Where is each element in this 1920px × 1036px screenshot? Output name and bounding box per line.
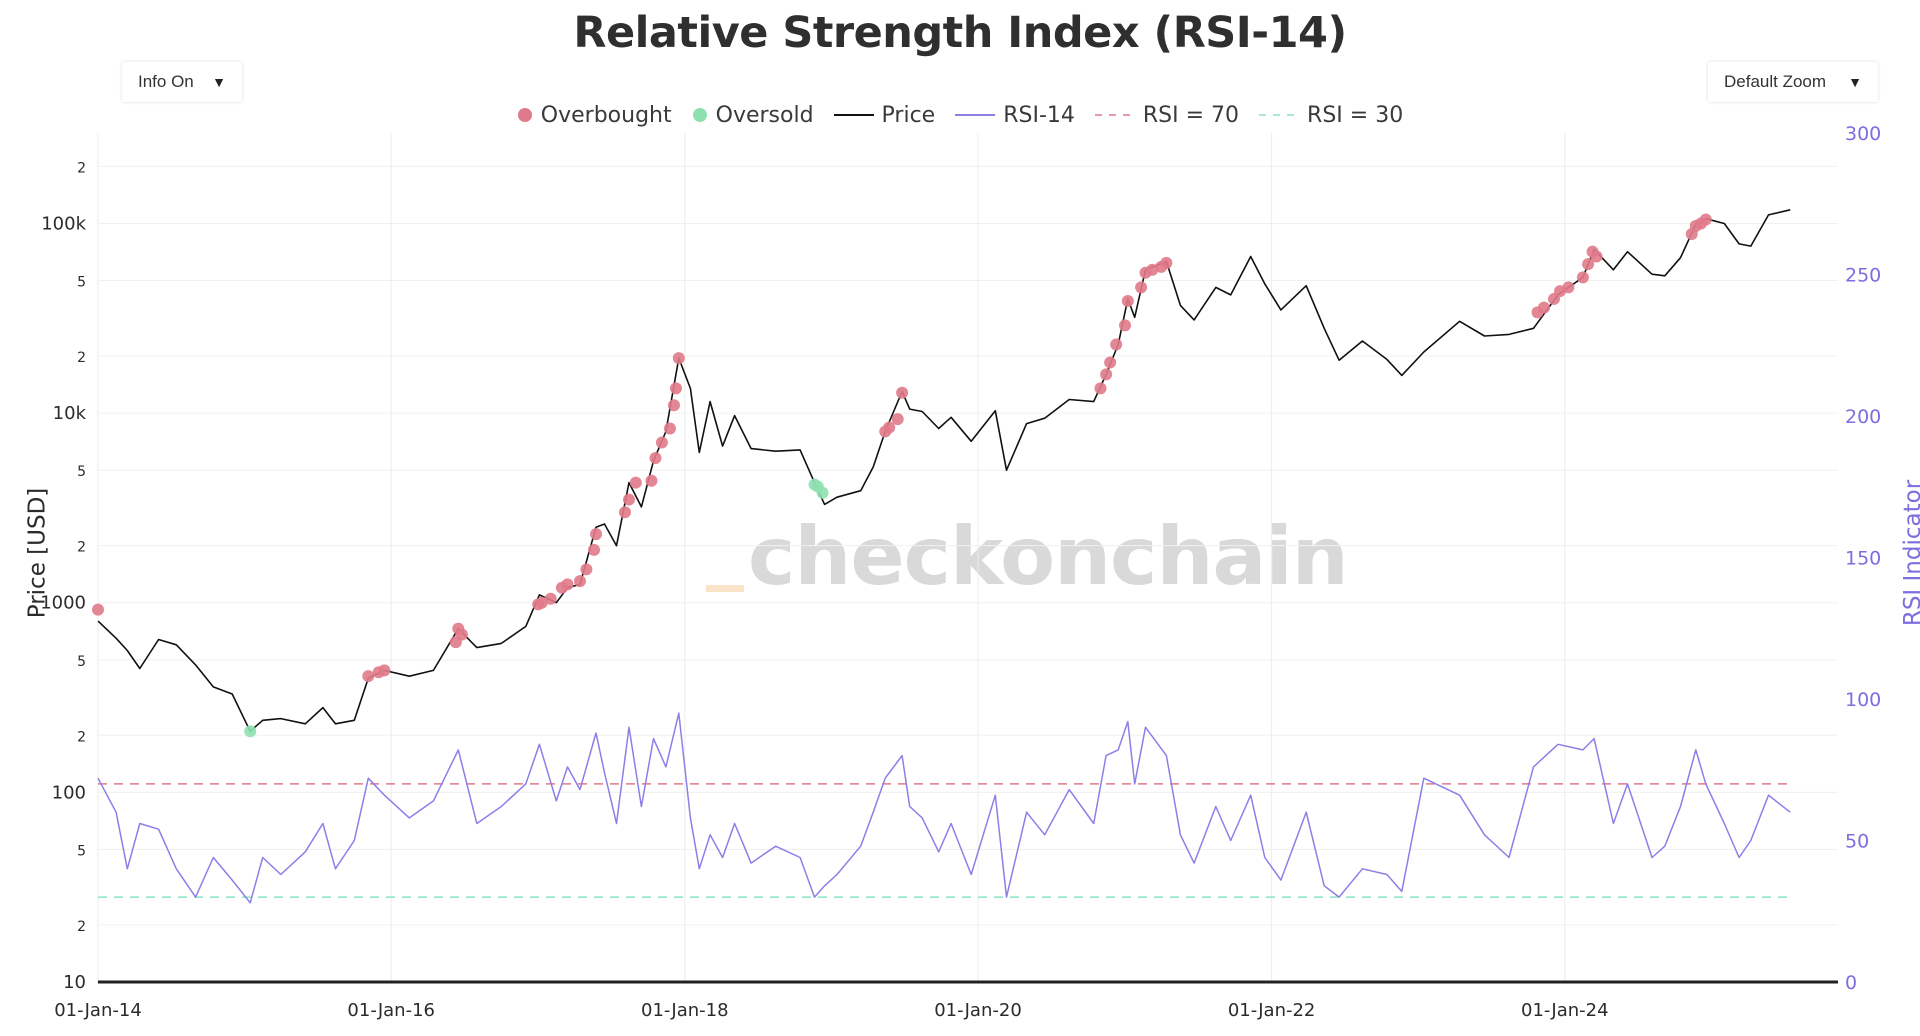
- legend-item[interactable]: RSI = 30: [1259, 103, 1403, 128]
- y-left-tick-label: 5: [77, 843, 86, 859]
- overbought-marker: [378, 664, 391, 677]
- zoom-dropdown[interactable]: Default Zoom ▼: [1708, 62, 1878, 102]
- legend-label: Oversold: [715, 102, 814, 128]
- y-left-tick-label: 100k: [41, 213, 86, 234]
- legend-label: RSI = 70: [1142, 102, 1240, 128]
- legend-swatch-icon: [955, 114, 996, 116]
- chevron-down-icon: ▼: [212, 74, 226, 90]
- legend-swatch-icon: [517, 108, 532, 122]
- oversold-marker: [816, 486, 829, 499]
- overbought-marker: [649, 451, 662, 464]
- y-right-tick-label: 100: [1845, 689, 1881, 711]
- legend-label: RSI = 30: [1307, 102, 1404, 128]
- overbought-marker: [588, 543, 601, 556]
- legend-label: RSI-14: [1003, 102, 1075, 128]
- legend-swatch-icon: [692, 108, 707, 122]
- overbought-marker: [667, 399, 680, 412]
- y-left-tick-label: 2: [77, 729, 86, 745]
- overbought-marker: [1094, 382, 1107, 395]
- legend-label: Price: [881, 102, 936, 128]
- y-left-tick-label: 5: [77, 654, 86, 670]
- overbought-marker: [655, 436, 668, 449]
- y-right-tick-label: 300: [1845, 123, 1881, 145]
- y-left-tick-label: 2: [77, 919, 86, 935]
- overbought-marker: [573, 575, 586, 588]
- overbought-marker: [1699, 213, 1712, 226]
- y-left-tick-label: 100: [52, 782, 86, 803]
- y-left-tick-label: 1000: [40, 593, 86, 614]
- legend-swatch-icon: [833, 114, 874, 116]
- info-toggle-dropdown[interactable]: Info On ▼: [122, 62, 242, 102]
- y-left-tick-label: 5: [77, 275, 86, 291]
- overbought-marker: [1110, 338, 1123, 351]
- overbought-marker: [669, 382, 682, 395]
- overbought-marker: [1104, 356, 1117, 369]
- legend-item[interactable]: Overbought: [517, 103, 672, 128]
- y-left-tick-label: 10: [63, 972, 86, 993]
- overbought-marker: [1537, 301, 1550, 314]
- overbought-marker: [1135, 281, 1148, 294]
- y-right-tick-label: 250: [1845, 265, 1881, 287]
- y-right-tick-label: 200: [1845, 406, 1881, 428]
- overbought-marker: [1590, 250, 1603, 263]
- y-right-tick-label: 150: [1845, 548, 1881, 570]
- overbought-marker: [455, 628, 468, 641]
- overbought-marker: [1582, 258, 1595, 271]
- legend-swatch-icon: [1094, 114, 1135, 116]
- chart-legend: Overbought Oversold Price RSI-14 RSI = 70 RSI…: [0, 98, 1920, 132]
- legend-item[interactable]: RSI-14: [955, 103, 1075, 128]
- watermark-text: checkonchain: [748, 510, 1349, 603]
- y-left-tick-label: 2: [77, 350, 86, 366]
- overbought-marker: [544, 592, 557, 605]
- legend-item[interactable]: Oversold: [692, 103, 814, 128]
- overbought-marker: [1160, 256, 1173, 269]
- overbought-marker: [883, 421, 896, 434]
- y-left-tick-label: 5: [77, 464, 86, 480]
- y-right-tick-label: 0: [1845, 972, 1857, 994]
- overbought-marker: [618, 506, 631, 519]
- overbought-marker: [1121, 295, 1134, 308]
- y-left-tick-label: 2: [77, 540, 86, 556]
- x-tick-label: 01-Jan-18: [641, 1000, 729, 1021]
- overbought-marker: [663, 422, 676, 435]
- x-tick-label: 01-Jan-22: [1228, 1000, 1316, 1021]
- y-right-tick-label: 50: [1845, 831, 1869, 853]
- zoom-label: Default Zoom: [1724, 72, 1827, 91]
- overbought-marker: [561, 578, 574, 591]
- x-tick-label: 01-Jan-14: [54, 1000, 142, 1021]
- x-tick-label: 01-Jan-20: [934, 1000, 1022, 1021]
- legend-item[interactable]: Price: [833, 102, 936, 128]
- overbought-marker: [891, 413, 904, 426]
- watermark-accent: [706, 585, 744, 592]
- overbought-marker: [362, 670, 375, 683]
- overbought-marker: [590, 528, 603, 541]
- y-left-tick-label: 2: [77, 160, 86, 176]
- info-toggle-label: Info On: [138, 72, 194, 91]
- chart-title: Relative Strength Index (RSI-14): [573, 8, 1347, 58]
- overbought-marker: [629, 476, 642, 489]
- overbought-marker: [92, 603, 104, 616]
- chevron-down-icon: ▼: [1848, 74, 1862, 90]
- overbought-marker: [1562, 281, 1575, 294]
- legend-label: Overbought: [540, 102, 672, 128]
- y-left-tick-label: 10k: [53, 403, 87, 424]
- oversold-marker: [244, 725, 257, 738]
- y-axis-right-title: RSI Indicator: [1900, 479, 1920, 627]
- overbought-marker: [645, 474, 658, 487]
- overbought-marker: [622, 493, 635, 506]
- y-axis-left-title: Price [USD]: [24, 487, 51, 619]
- x-tick-label: 01-Jan-24: [1521, 1000, 1609, 1021]
- overbought-marker: [1119, 319, 1132, 332]
- x-tick-label: 01-Jan-16: [347, 1000, 435, 1021]
- legend-swatch-icon: [1259, 114, 1300, 116]
- overbought-marker: [672, 352, 685, 365]
- overbought-marker: [1100, 368, 1113, 381]
- overbought-marker: [896, 386, 909, 399]
- overbought-marker: [1576, 271, 1589, 284]
- legend-item[interactable]: RSI = 70: [1094, 102, 1240, 128]
- rsi-series-line: [97, 712, 1791, 904]
- overbought-marker: [580, 563, 593, 576]
